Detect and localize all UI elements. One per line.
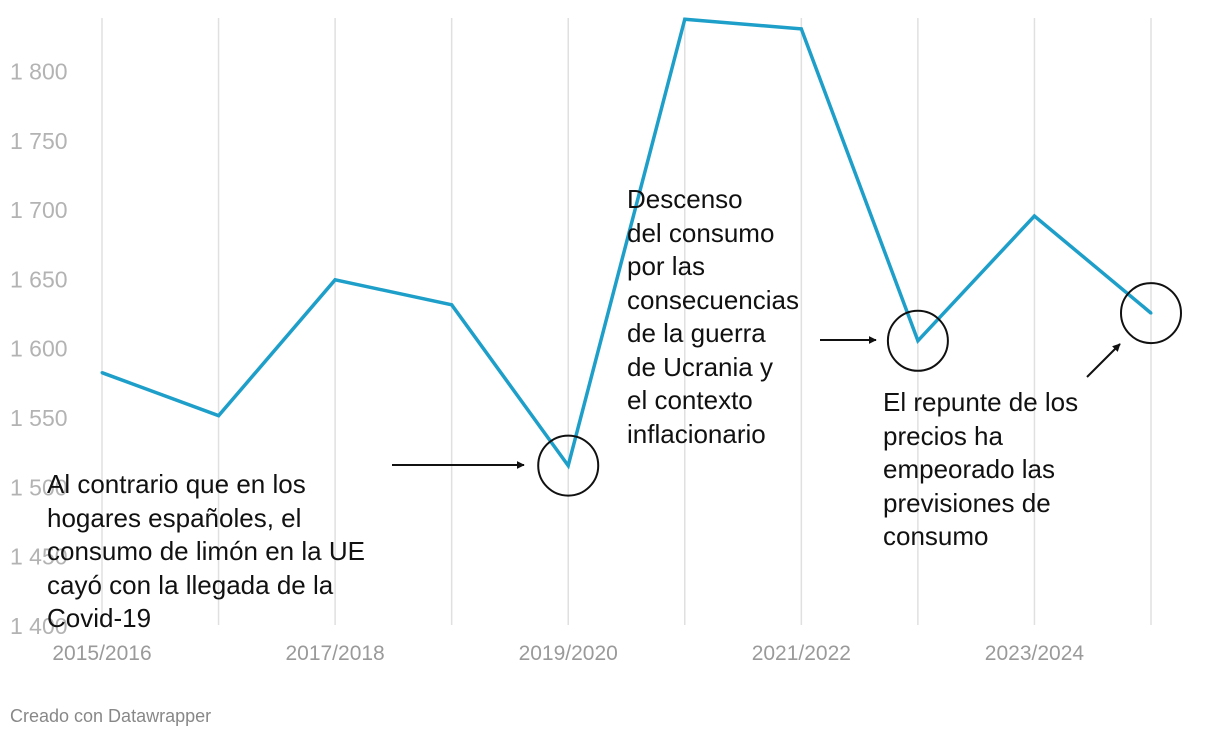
annotation-prices: El repunte de los precios ha empeorado l…	[883, 386, 1078, 554]
annotation-prices-line: empeorado las	[883, 454, 1055, 484]
y-tick-label: 1 400	[10, 613, 68, 639]
x-tick-label: 2017/2018	[285, 642, 384, 665]
annotation-ukraine-line: de Ucrania y	[627, 351, 773, 382]
highlight-circle	[537, 434, 600, 497]
annotation-covid-line: Covid-19	[47, 603, 152, 633]
x-tick-label: 2021/2022	[752, 642, 851, 665]
annotation-covid: Al contrario que en los hogares españole…	[47, 468, 365, 636]
annotation-ukraine-line: inflacionario	[627, 418, 766, 449]
x-axis-tick-labels: 2015/2016 2017/2018 2019/2020 2021/2022 2023…	[52, 642, 1084, 665]
y-tick-label: 1 500	[10, 474, 68, 500]
arrow-prices	[1086, 343, 1121, 378]
footer-credit: Creado con Datawrapper	[10, 706, 212, 726]
data-point	[916, 339, 920, 343]
annotation-ukraine-line: Descenso	[627, 184, 743, 214]
highlight-markers	[537, 282, 1182, 497]
series-line	[101, 17, 1153, 470]
highlight-circle	[886, 309, 949, 372]
data-point	[217, 414, 221, 418]
annotation-prices-line: previsiones de	[883, 487, 1051, 518]
data-point	[333, 278, 337, 282]
annotation-arrows	[392, 336, 1121, 469]
annotation-covid-line: Al contrario que en los	[47, 469, 306, 499]
annotation-ukraine-line: el contexto	[627, 385, 753, 415]
y-tick-label: 1 800	[10, 58, 68, 84]
annotation-ukraine-line: del consumo	[627, 217, 775, 248]
y-tick-label: 1 550	[10, 405, 68, 431]
annotation-prices-line: El repunte de los	[883, 387, 1079, 417]
data-point	[683, 17, 687, 21]
y-tick-label: 1 600	[10, 336, 68, 362]
highlight-circle	[1120, 282, 1182, 345]
data-point	[100, 371, 104, 375]
annotation-covid-line: consumo de limón en la UE	[47, 536, 365, 566]
annotation-ukraine: Descenso del consumo por las consecuenci…	[627, 183, 799, 451]
annotation-ukraine-line: consecuencias	[627, 284, 799, 315]
annotation-prices-line: precios ha	[883, 420, 1003, 451]
y-tick-label: 1 700	[10, 197, 68, 223]
x-tick-label: 2019/2020	[519, 642, 618, 665]
y-tick-label: 1 450	[10, 544, 68, 570]
vertical-gridlines	[101, 18, 1152, 625]
x-tick-label: 2015/2016	[52, 642, 151, 665]
annotation-ukraine-line: de la guerra	[627, 318, 766, 348]
annotation-ukraine-line: por las	[627, 251, 706, 281]
annotation-covid-line: hogares españoles, el	[47, 502, 302, 533]
x-tick-label: 2023/2024	[985, 642, 1085, 665]
data-point	[450, 303, 454, 307]
y-axis-tick-labels: 1 400 1 450 1 500 1 550 1 600 1 650 1 700 1 750…	[10, 58, 68, 639]
data-point	[799, 27, 803, 31]
series-layer	[100, 17, 1153, 470]
annotation-covid-line: cayó con la llegada de la	[47, 569, 334, 600]
y-tick-label: 1 650	[10, 266, 68, 292]
data-point	[1032, 214, 1036, 218]
data-point	[566, 464, 570, 468]
data-point	[1149, 311, 1153, 315]
y-tick-label: 1 750	[10, 128, 68, 154]
annotation-prices-line: consumo	[883, 521, 989, 551]
